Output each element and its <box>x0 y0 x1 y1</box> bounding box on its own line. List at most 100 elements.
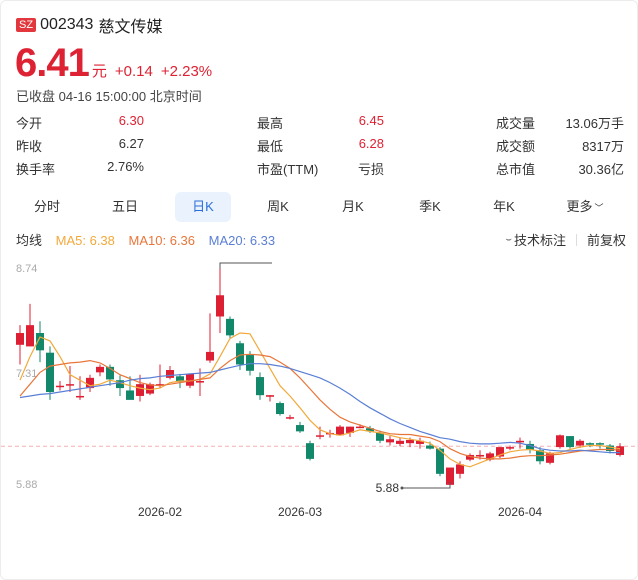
candle-body <box>406 440 414 444</box>
candle-body <box>56 385 64 388</box>
candle-body <box>66 384 74 386</box>
candle-body <box>296 425 304 432</box>
candle-body <box>336 426 344 436</box>
candle-body <box>506 447 514 449</box>
candle-body <box>236 343 244 365</box>
candle-body <box>606 445 614 452</box>
candle-body <box>596 443 604 445</box>
stat-value: 6.45 <box>358 113 384 128</box>
tab-label: 月K <box>342 199 364 214</box>
price-unit: 元 <box>91 63 107 80</box>
stat-value: 8317万 <box>582 139 624 154</box>
candle-body <box>186 373 194 386</box>
ma10-value: MA10: 6.36 <box>128 233 196 248</box>
candle-body <box>276 403 284 415</box>
candle-body <box>496 447 504 457</box>
candle-body <box>176 376 184 382</box>
candle-body <box>416 440 424 444</box>
price-row: 6.41 元 +0.14 +2.23% <box>15 41 212 86</box>
candle-body <box>226 318 234 336</box>
candle-body <box>46 352 54 393</box>
candle-body <box>306 443 314 459</box>
stat-label: 市盈(TTM) <box>257 162 319 177</box>
candle-body <box>356 426 364 429</box>
tab-5[interactable]: 季K <box>402 192 458 222</box>
candle-body <box>106 366 114 380</box>
candle-body <box>76 395 84 398</box>
chart-tools: ⌣ 技术标注 前复权 <box>505 230 626 249</box>
min-marker-line <box>402 482 451 489</box>
tab-3[interactable]: 周K <box>250 192 306 222</box>
min-marker-dot <box>400 486 404 490</box>
stock-name: 慈文传媒 <box>98 19 163 36</box>
current-price: 6.41 <box>15 41 90 85</box>
candle-body <box>86 377 94 389</box>
candle-body <box>466 454 474 460</box>
candle-body <box>386 439 394 443</box>
stat-label: 昨收 <box>16 139 43 154</box>
y-axis-max-label: 8.74 <box>16 263 38 275</box>
candle-body <box>476 454 484 457</box>
period-tabs: 分时 五日 日K 周K 月K 季K 年K 更多 ﹀ <box>14 192 626 222</box>
ma5-value: MA5: 6.38 <box>55 233 115 248</box>
tab-label: 季K <box>419 199 441 214</box>
candle-body <box>266 395 274 397</box>
tab-7[interactable]: 更多 ﹀ <box>557 192 613 222</box>
stat-label: 成交量 <box>496 116 536 131</box>
stat-label: 最高 <box>257 116 284 131</box>
stat-value: 2.76% <box>107 159 144 174</box>
tab-label: 分时 <box>33 199 60 214</box>
stock-title: SZ 002343 慈文传媒 <box>16 13 162 37</box>
price-change: +0.14 <box>114 63 153 80</box>
candle-body <box>586 443 594 445</box>
divider <box>575 233 577 246</box>
candle-body <box>446 467 454 485</box>
candle-body <box>146 384 154 394</box>
candle-body <box>316 435 324 437</box>
stat-value: 6.27 <box>118 136 144 151</box>
candle-body <box>436 448 444 474</box>
ma10-line <box>19 353 621 460</box>
tab-0[interactable]: 分时 <box>19 192 75 222</box>
x-axis-label: 2026-04 <box>498 505 543 519</box>
candle-body <box>546 453 554 463</box>
price-change-pct: +2.23% <box>160 63 213 80</box>
stock-code: 002343 <box>40 16 94 33</box>
stat-label: 总市值 <box>496 162 536 177</box>
tab-6[interactable]: 年K <box>476 192 532 222</box>
candle-body <box>216 295 224 317</box>
candle-body <box>456 464 464 474</box>
candle-body <box>136 384 144 396</box>
candlestick-chart[interactable]: 5.88 <box>1 251 638 531</box>
tab-label: 日K <box>192 199 214 214</box>
tech-mark-icon: ⌣ <box>505 234 512 245</box>
tab-4[interactable]: 月K <box>325 192 381 222</box>
candle-body <box>526 443 534 450</box>
candle-body <box>96 366 104 373</box>
stat-value: 30.36亿 <box>578 162 624 177</box>
x-axis-label: 2026-03 <box>278 505 323 519</box>
candle-body <box>366 428 374 432</box>
ma20-value: MA20: 6.33 <box>208 233 276 248</box>
x-axis-label: 2026-02 <box>138 505 183 519</box>
ma20-line <box>19 363 620 454</box>
stat-value: 6.30 <box>118 113 144 128</box>
candle-body <box>166 369 174 378</box>
candle-body <box>126 390 134 400</box>
candle-body <box>396 440 404 444</box>
market-badge: SZ <box>16 18 37 32</box>
candle-body <box>16 333 24 345</box>
candle-body <box>566 436 574 448</box>
market-status: 已收盘 04-16 15:00:00 北京时间 <box>16 89 202 104</box>
adjust-button[interactable]: 前复权 <box>586 233 626 248</box>
candle-body <box>116 380 124 389</box>
y-axis-min-label: 5.88 <box>16 479 38 491</box>
tab-label: 周K <box>267 199 289 214</box>
max-marker-line <box>219 262 272 269</box>
tech-mark-button[interactable]: 技术标注 <box>513 233 566 248</box>
tab-2[interactable]: 日K <box>175 192 231 222</box>
candle-body <box>26 325 34 347</box>
candle-body <box>556 435 564 448</box>
ma-legend: 均线 MA5: 6.38 MA10: 6.36 MA20: 6.33 ⌣ 技术标… <box>16 230 626 249</box>
tab-1[interactable]: 五日 <box>97 192 153 222</box>
